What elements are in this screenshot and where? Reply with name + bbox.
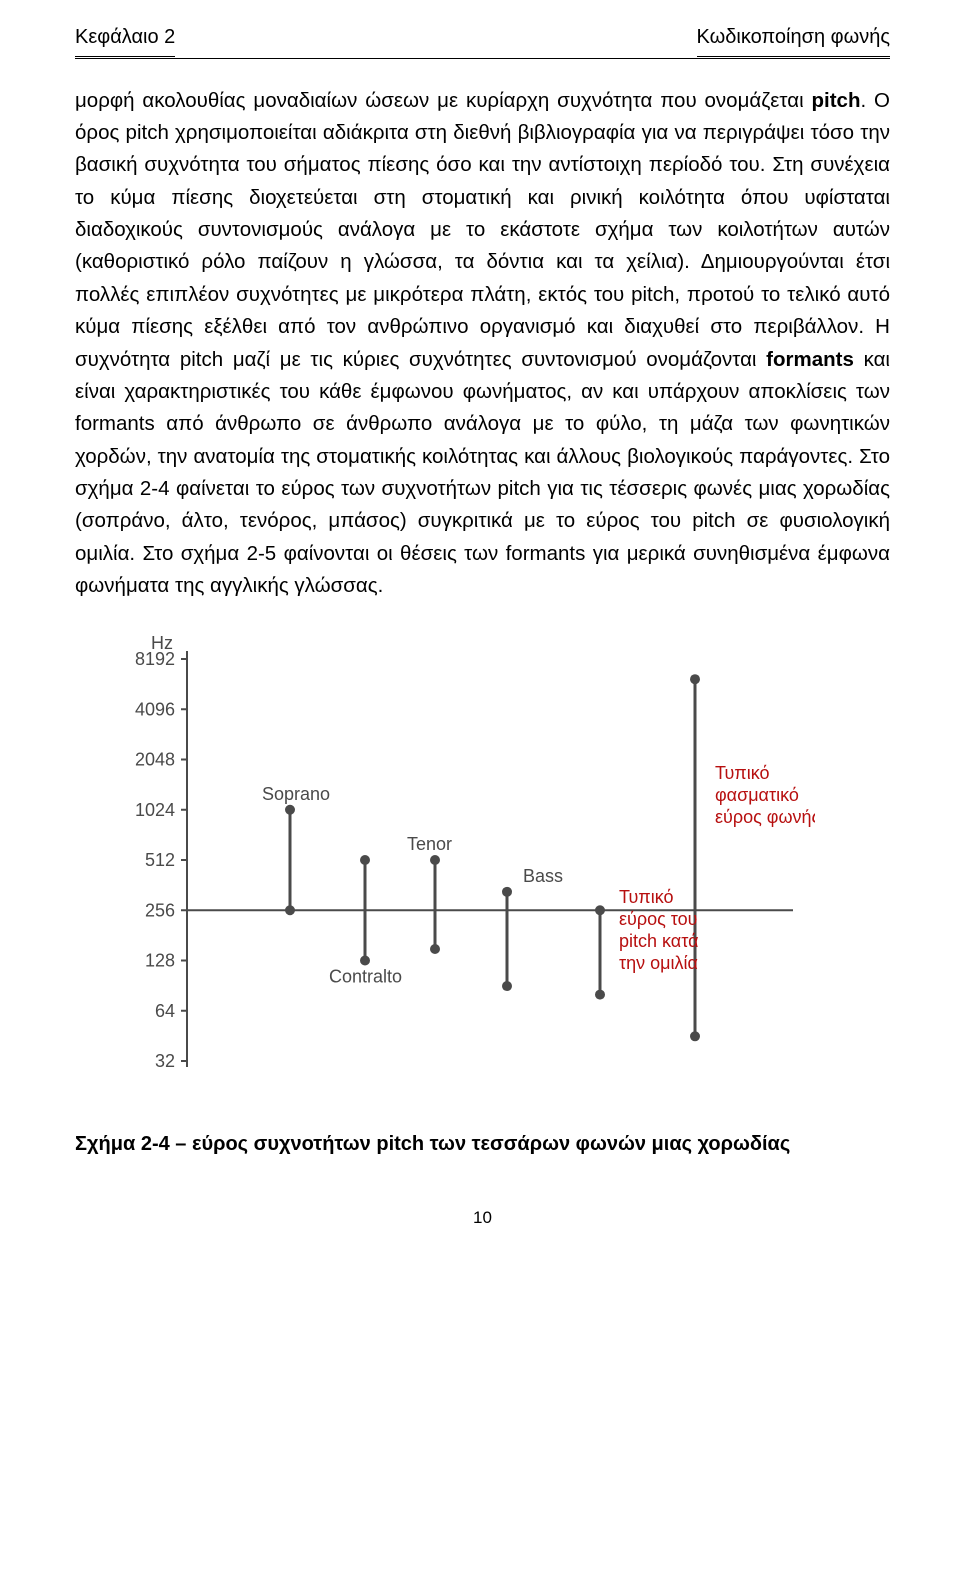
svg-text:Soprano: Soprano xyxy=(262,783,330,803)
svg-text:φασματικό: φασματικό xyxy=(715,785,799,805)
svg-text:Τυπικό: Τυπικό xyxy=(619,887,674,907)
svg-text:1024: 1024 xyxy=(135,799,175,819)
svg-text:128: 128 xyxy=(145,950,175,970)
svg-text:εύρος του: εύρος του xyxy=(619,909,698,929)
svg-text:την ομιλία: την ομιλία xyxy=(619,953,698,973)
svg-text:2048: 2048 xyxy=(135,749,175,769)
header-rule xyxy=(75,58,890,59)
svg-text:256: 256 xyxy=(145,900,175,920)
svg-text:Contralto: Contralto xyxy=(329,966,402,986)
figure-2-4: Hz81924096204810245122561286432SopranoCo… xyxy=(75,631,890,1111)
running-header: Κεφάλαιο 2 Κωδικοποίηση φωνής xyxy=(75,22,890,57)
header-right: Κωδικοποίηση φωνής xyxy=(697,22,890,57)
svg-text:Bass: Bass xyxy=(523,865,563,885)
body-paragraph: μορφή ακολουθίας μοναδιαίων ώσεων με κυρ… xyxy=(75,85,890,603)
svg-text:4096: 4096 xyxy=(135,699,175,719)
pitch-range-chart: Hz81924096204810245122561286432SopranoCo… xyxy=(75,631,815,1101)
figure-caption: Σχήμα 2-4 – εύρος συχνοτήτων pitch των τ… xyxy=(75,1129,890,1161)
svg-text:64: 64 xyxy=(155,1000,175,1020)
page: Κεφάλαιο 2 Κωδικοποίηση φωνής μορφή ακολ… xyxy=(0,0,960,1271)
page-number: 10 xyxy=(75,1205,890,1232)
svg-text:Τυπικό: Τυπικό xyxy=(715,763,770,783)
header-left: Κεφάλαιο 2 xyxy=(75,22,175,57)
svg-text:512: 512 xyxy=(145,850,175,870)
svg-text:εύρος φωνής: εύρος φωνής xyxy=(715,807,815,827)
svg-text:Tenor: Tenor xyxy=(407,834,452,854)
svg-text:pitch κατά: pitch κατά xyxy=(619,931,698,951)
caption-label: Σχήμα 2-4 – εύρος συχνοτήτων pitch των τ… xyxy=(75,1133,790,1155)
svg-text:32: 32 xyxy=(155,1051,175,1071)
svg-text:8192: 8192 xyxy=(135,649,175,669)
